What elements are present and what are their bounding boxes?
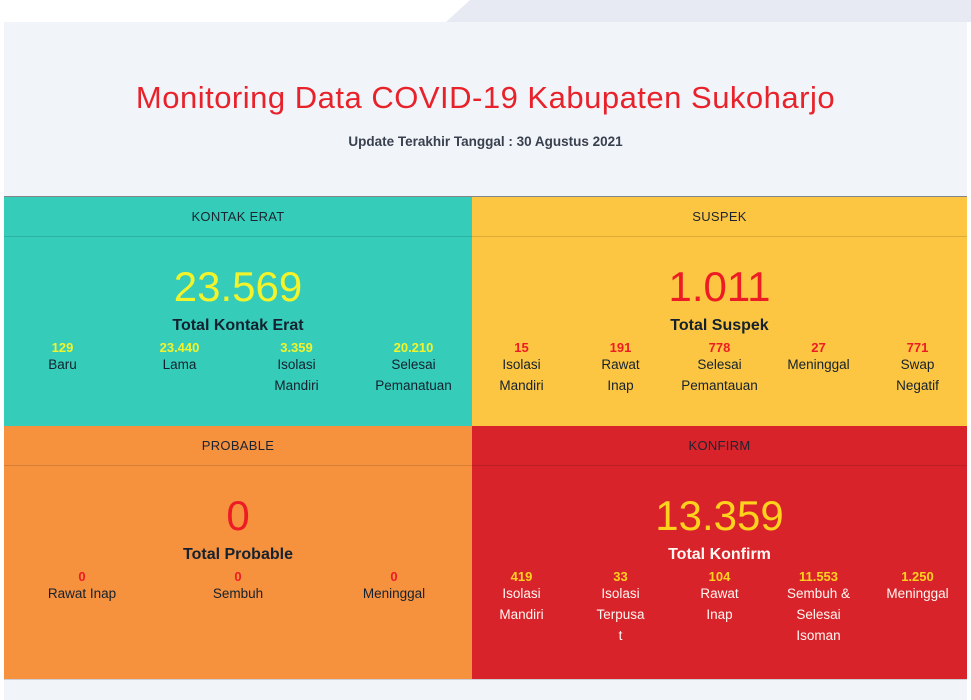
stat-value: 191 [609, 340, 632, 356]
card-probable: PROBABLE 0 Total Probable 0 Rawat Inap 0 Se… [4, 426, 472, 679]
card-header-probable: PROBABLE [4, 426, 472, 466]
stat-item: 0 Meninggal [316, 569, 472, 605]
total-value: 1.011 [668, 263, 771, 310]
card-body-konfirm: 13.359 Total Konfirm 419 Isolasi Mandiri 3… [472, 466, 967, 679]
top-banner-white-tab [0, 0, 470, 22]
page-title: Monitoring Data COVID-19 Kabupaten Sukoh… [135, 80, 836, 115]
stat-label: Rawat Inap [47, 586, 117, 602]
stat-label: Meninggal [362, 586, 426, 602]
stat-value: 104 [708, 569, 731, 585]
card-title: PROBABLE [201, 438, 275, 453]
stat-value: 20.210 [393, 340, 434, 356]
stat-value: 33 [613, 569, 628, 585]
stat-item: 23.440 Lama [121, 340, 238, 376]
stat-item: 778 Selesai Pemantauan [670, 340, 769, 397]
stat-item: 771 Swap Negatif [868, 340, 967, 397]
stats-row: 129 Baru 23.440 Lama 3.359 Isolasi Mandiri 20.… [4, 340, 472, 397]
stat-item: 104 Rawat Inap [670, 569, 769, 626]
summary-cards-grid: KONTAK ERAT 23.569 Total Kontak Erat 129… [4, 196, 967, 680]
card-title: KONFIRM [688, 438, 751, 453]
stat-value: 1.250 [901, 569, 934, 585]
dashboard-surface: Monitoring Data COVID-19 Kabupaten Sukoh… [4, 22, 967, 700]
stat-value: 15 [514, 340, 529, 356]
stat-label: Lama [162, 357, 197, 373]
card-title: KONTAK ERAT [191, 209, 285, 224]
total-label: Total Suspek [670, 317, 769, 335]
stat-value: 11.553 [798, 569, 839, 585]
stat-label: Baru [48, 357, 77, 373]
stats-row: 419 Isolasi Mandiri 33 Isolasi Terpusa t 104… [472, 569, 967, 647]
stat-label: Swap Negatif [896, 357, 939, 394]
stat-value: 0 [234, 569, 242, 585]
stat-item: 191 Rawat Inap [571, 340, 670, 397]
stat-value: 0 [390, 569, 398, 585]
stat-label: Isolasi Mandiri [499, 586, 544, 623]
stat-value: 771 [906, 340, 929, 356]
stat-item: 0 Rawat Inap [4, 569, 160, 605]
stat-item: 3.359 Isolasi Mandiri [238, 340, 355, 397]
total-value: 23.569 [173, 263, 303, 310]
stat-value: 419 [510, 569, 533, 585]
total-value: 0 [226, 492, 250, 539]
card-header-suspek: SUSPEK [472, 197, 967, 237]
stat-label: Selesai Pemanatuan [375, 357, 452, 394]
top-banner-strip [0, 0, 971, 22]
stat-item: 11.553 Sembuh & Selesai Isoman [769, 569, 868, 647]
stat-label: Rawat Inap [601, 357, 640, 394]
stat-value: 0 [78, 569, 86, 585]
stat-label: Isolasi Terpusa t [596, 586, 645, 644]
last-update-date: Update Terakhir Tanggal : 30 Agustus 202… [348, 134, 623, 149]
stat-item: 1.250 Meninggal [868, 569, 967, 605]
total-label: Total Kontak Erat [172, 317, 304, 335]
card-header-kontak-erat: KONTAK ERAT [4, 197, 472, 237]
stats-row: 15 Isolasi Mandiri 191 Rawat Inap 778 Selesai… [472, 340, 967, 397]
card-suspek: SUSPEK 1.011 Total Suspek 15 Isolasi Mand… [472, 197, 967, 426]
stat-label: Sembuh & Selesai Isoman [786, 586, 851, 644]
stat-value: 27 [811, 340, 826, 356]
stat-label: Isolasi Mandiri [274, 357, 319, 394]
stat-item: 20.210 Selesai Pemanatuan [355, 340, 472, 397]
card-konfirm: KONFIRM 13.359 Total Konfirm 419 Isolasi … [472, 426, 967, 679]
stat-label: Meninggal [886, 586, 949, 602]
stat-item: 0 Sembuh [160, 569, 316, 605]
stat-value: 3.359 [280, 340, 313, 356]
card-kontak-erat: KONTAK ERAT 23.569 Total Kontak Erat 129… [4, 197, 472, 426]
stat-value: 778 [708, 340, 731, 356]
total-label: Total Konfirm [668, 546, 771, 564]
stat-label: Rawat Inap [700, 586, 739, 623]
stat-label: Isolasi Mandiri [499, 357, 544, 394]
stat-item: 129 Baru [4, 340, 121, 376]
stat-item: 15 Isolasi Mandiri [472, 340, 571, 397]
card-body-suspek: 1.011 Total Suspek 15 Isolasi Mandiri 191 R… [472, 237, 967, 426]
stat-value: 23.440 [159, 340, 200, 356]
stat-label: Selesai Pemantauan [681, 357, 758, 394]
card-header-konfirm: KONFIRM [472, 426, 967, 466]
stat-label: Sembuh [212, 586, 264, 602]
total-label: Total Probable [183, 546, 293, 564]
stat-value: 129 [51, 340, 74, 356]
stat-item: 419 Isolasi Mandiri [472, 569, 571, 626]
stat-item: 27 Meninggal [769, 340, 868, 376]
card-body-kontak-erat: 23.569 Total Kontak Erat 129 Baru 23.440 La… [4, 237, 472, 426]
stat-item: 33 Isolasi Terpusa t [571, 569, 670, 647]
card-body-probable: 0 Total Probable 0 Rawat Inap 0 Sembuh 0 Meni… [4, 466, 472, 679]
total-value: 13.359 [655, 492, 784, 539]
stats-row: 0 Rawat Inap 0 Sembuh 0 Meninggal [4, 569, 472, 605]
card-title: SUSPEK [692, 209, 747, 224]
stat-label: Meninggal [787, 357, 850, 373]
